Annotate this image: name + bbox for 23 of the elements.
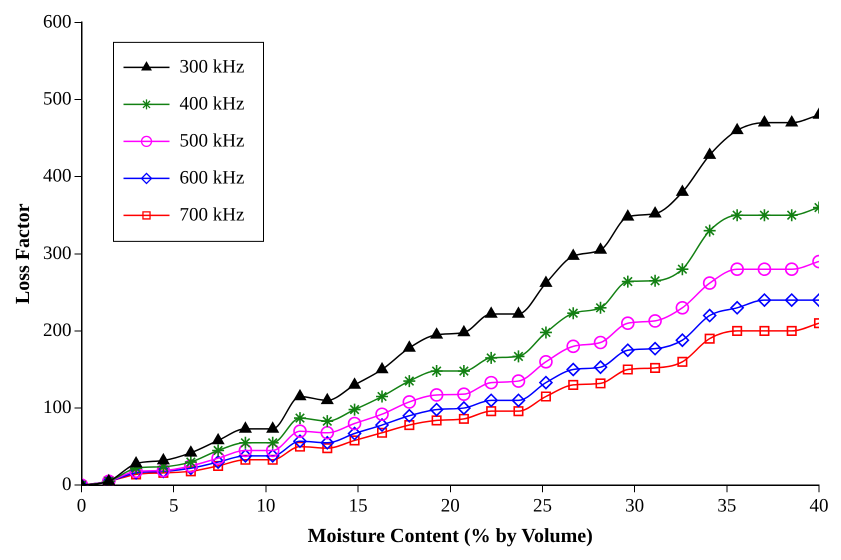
legend-label: 700 kHz [180, 204, 244, 226]
x-tick-label: 30 [625, 496, 644, 517]
x-tick-label: 0 [76, 496, 86, 517]
legend-label: 300 kHz [180, 56, 244, 78]
x-tick-label: 20 [440, 496, 460, 517]
x-tick-label: 40 [810, 496, 828, 517]
y-tick-label: 200 [43, 320, 72, 341]
y-tick-label: 500 [43, 88, 72, 110]
x-axis-title: Moisture Content (% by Volume) [308, 525, 593, 548]
x-tick-label: 35 [717, 496, 736, 517]
x-tick-label: 15 [348, 496, 368, 517]
y-tick-label: 300 [43, 242, 72, 264]
y-tick-label: 600 [43, 11, 72, 32]
y-tick-label: 400 [43, 166, 72, 187]
y-tick-label: 100 [43, 397, 72, 418]
legend-label: 600 kHz [180, 167, 244, 188]
legend-label: 400 kHz [180, 93, 244, 114]
x-tick-label: 5 [168, 496, 178, 517]
y-tick-label: 0 [62, 474, 72, 496]
x-tick-label: 25 [532, 496, 552, 517]
legend-label: 500 kHz [180, 130, 244, 152]
x-tick-label: 10 [256, 496, 276, 517]
y-axis-title: Loss Factor [12, 203, 34, 304]
